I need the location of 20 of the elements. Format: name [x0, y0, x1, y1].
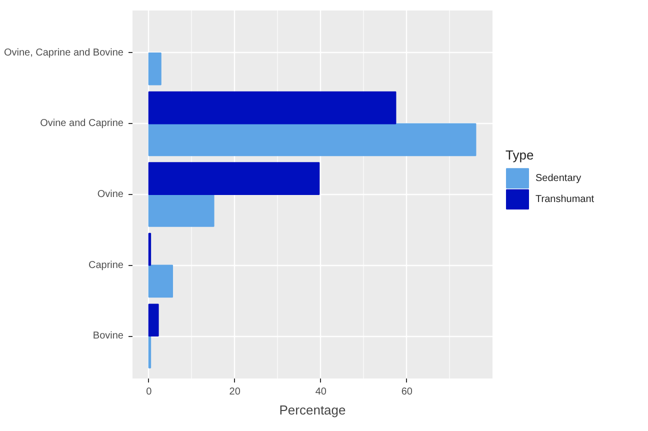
- bar: [148, 123, 476, 156]
- x-tick-label: 40: [315, 386, 327, 398]
- y-tick-label: Ovine: [97, 189, 124, 200]
- legend-title: Type: [506, 147, 534, 162]
- bar: [148, 304, 159, 337]
- legend-label: Transhumant: [536, 194, 594, 205]
- x-axis-title: Percentage: [279, 402, 346, 418]
- y-tick-label: Bovine: [92, 330, 124, 342]
- bar: [148, 91, 396, 124]
- y-tick-label: Caprine: [88, 260, 124, 271]
- legend-label: Sedentary: [536, 172, 582, 184]
- bar: [148, 162, 320, 195]
- y-tick-label: Ovine, Caprine and Bovine: [4, 47, 124, 58]
- x-tick-label: 60: [401, 386, 413, 398]
- bar: [148, 194, 214, 227]
- x-tick-label: 0: [146, 386, 152, 398]
- bar: [148, 264, 173, 298]
- y-tick-label: Ovine and Caprine: [40, 118, 124, 130]
- x-tick-label: 20: [229, 386, 241, 398]
- bar: [148, 52, 162, 86]
